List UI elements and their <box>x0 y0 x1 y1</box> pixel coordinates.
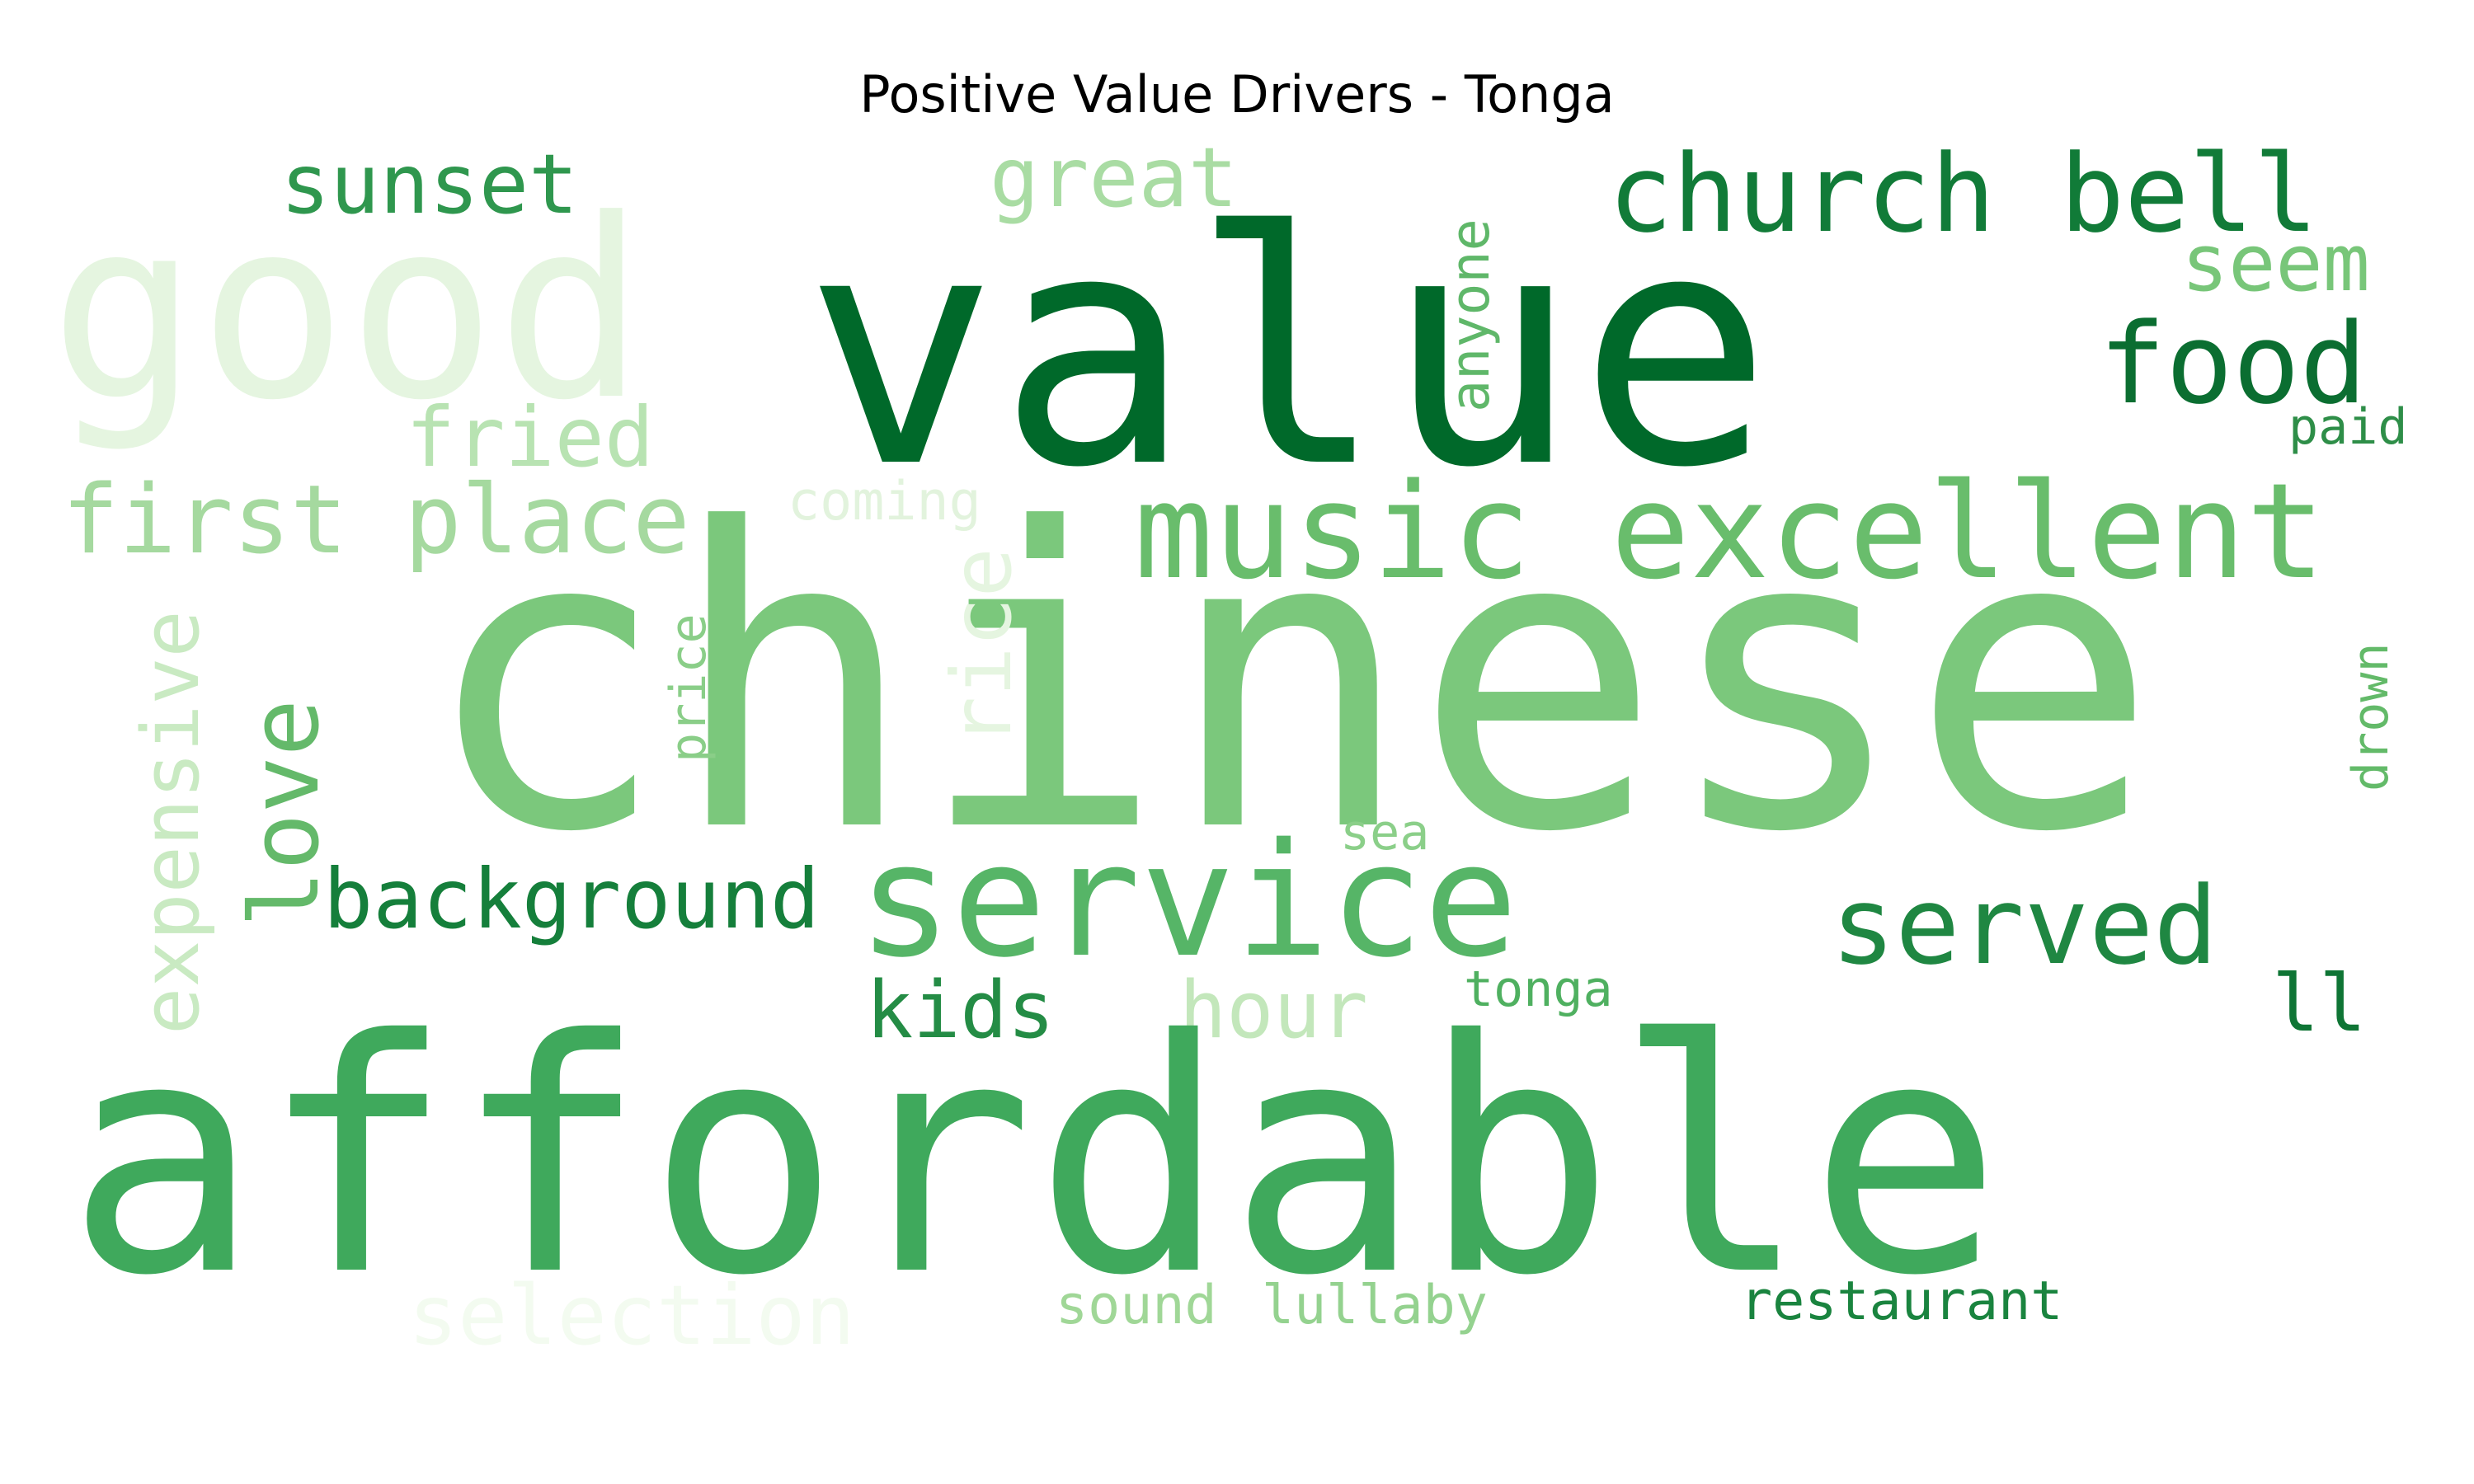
word-tonga: tonga <box>1464 960 1613 1018</box>
word-expensive: expensive <box>126 610 217 1035</box>
word-rice: rice <box>934 547 1030 746</box>
word-served: served <box>1831 863 2218 989</box>
word-food: food <box>2099 299 2367 429</box>
word-music-excellent: music excellent <box>1134 454 2326 608</box>
word-selection: selection <box>408 1267 855 1364</box>
word-first-place: first place <box>62 465 690 575</box>
word-sound: sound <box>1056 1275 1217 1336</box>
word-sea: sea <box>1340 804 1429 862</box>
word-love: love <box>230 699 341 928</box>
word-drown: drown <box>2342 642 2400 791</box>
word-coming: coming <box>788 471 981 533</box>
word-paid: paid <box>2288 398 2408 456</box>
word-background: background <box>323 851 820 947</box>
word-anyone: anyone <box>1440 218 1502 412</box>
word-sunset: sunset <box>280 136 578 232</box>
word-fried: fried <box>406 389 654 486</box>
chart-title: Positive Value Drivers - Tonga <box>859 64 1615 124</box>
word-great: great <box>990 129 1238 226</box>
word-good: good <box>49 167 645 454</box>
word-restaurant: restaurant <box>1740 1270 2062 1332</box>
word-affordable: affordable <box>66 971 2002 1345</box>
word-chinese: chinese <box>421 442 2158 922</box>
word-kids: kids <box>866 965 1055 1056</box>
word-value: value <box>804 163 1772 538</box>
word-seem: seem <box>2181 218 2370 309</box>
word-price: price <box>660 613 717 763</box>
word-service: service <box>858 810 1518 992</box>
word-church-bell: church bell <box>1608 131 2318 256</box>
word-lullaby: lullaby <box>1262 1275 1488 1336</box>
word-hour: hour <box>1179 965 1368 1056</box>
word-ll: ll <box>2272 959 2366 1050</box>
